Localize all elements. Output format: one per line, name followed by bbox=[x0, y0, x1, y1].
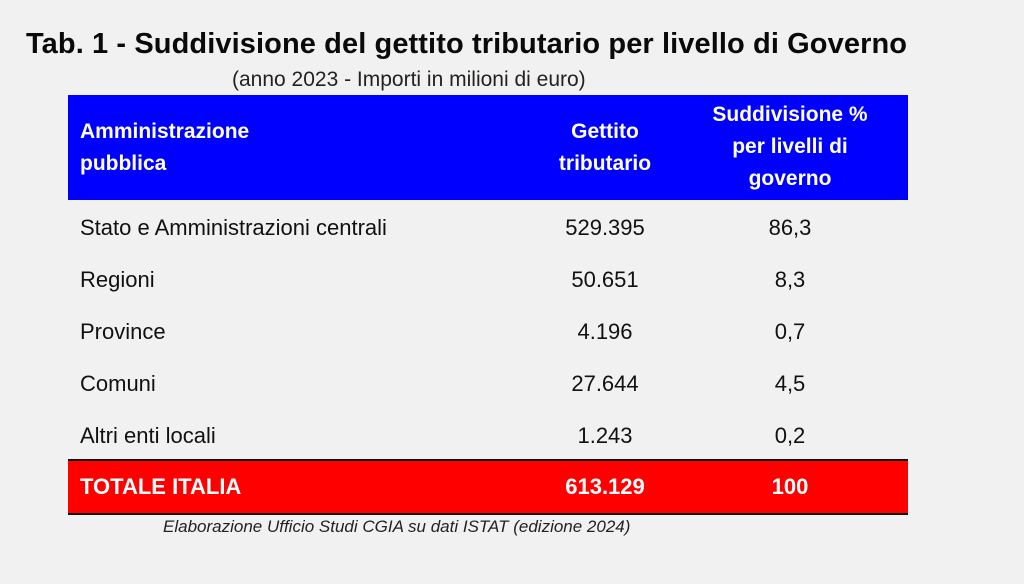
row-gettito: 50.651 bbox=[571, 267, 639, 292]
table-subtitle: (anno 2023 - Importi in milioni di euro) bbox=[232, 68, 586, 91]
header-text: per livelli di bbox=[732, 135, 848, 158]
header-text: Suddivisione % bbox=[712, 103, 868, 126]
header-text: tributario bbox=[558, 152, 652, 175]
header-administration: Amministrazione pubblica bbox=[80, 116, 249, 180]
table-row: Province 4.196 0,7 bbox=[68, 307, 908, 359]
table-body: Stato e Amministrazioni centrali 529.395… bbox=[68, 200, 908, 463]
table-row: Stato e Amministrazioni centrali 529.395… bbox=[68, 203, 908, 255]
table-header: Amministrazione pubblica Gettito tributa… bbox=[68, 95, 908, 200]
row-gettito: 4.196 bbox=[577, 319, 633, 344]
header-revenue: Gettito tributario bbox=[530, 116, 680, 180]
total-name: TOTALE ITALIA bbox=[80, 474, 242, 499]
total-row: TOTALE ITALIA 613.129 100 bbox=[68, 459, 908, 515]
total-percent: 100 bbox=[771, 474, 809, 499]
tax-revenue-table: Amministrazione pubblica Gettito tributa… bbox=[68, 95, 908, 515]
table-row: Altri enti locali 1.243 0,2 bbox=[68, 411, 908, 463]
table-row: Comuni 27.644 4,5 bbox=[68, 359, 908, 411]
header-text: pubblica bbox=[80, 152, 167, 175]
row-gettito: 1.243 bbox=[577, 423, 633, 448]
total-gettito: 613.129 bbox=[565, 474, 645, 499]
row-name: Stato e Amministrazioni centrali bbox=[80, 215, 387, 240]
header-text: governo bbox=[748, 167, 832, 190]
header-text: Gettito bbox=[571, 120, 639, 143]
header-percent: Suddivisione % per livelli di governo bbox=[690, 99, 890, 195]
table-title: Tab. 1 - Suddivisione del gettito tribut… bbox=[26, 28, 908, 60]
row-percent: 0,7 bbox=[774, 319, 806, 344]
row-gettito: 529.395 bbox=[565, 215, 645, 240]
row-percent: 8,3 bbox=[774, 267, 806, 292]
row-name: Altri enti locali bbox=[80, 423, 216, 448]
table-row: Regioni 50.651 8,3 bbox=[68, 255, 908, 307]
row-percent: 86,3 bbox=[768, 215, 812, 240]
row-name: Province bbox=[80, 319, 166, 344]
source-note: Elaborazione Ufficio Studi CGIA su dati … bbox=[163, 517, 631, 536]
header-text: Amministrazione bbox=[80, 120, 250, 143]
row-name: Regioni bbox=[80, 267, 155, 292]
row-gettito: 27.644 bbox=[571, 371, 639, 396]
row-percent: 0,2 bbox=[774, 423, 806, 448]
row-name: Comuni bbox=[80, 371, 156, 396]
row-percent: 4,5 bbox=[774, 371, 806, 396]
